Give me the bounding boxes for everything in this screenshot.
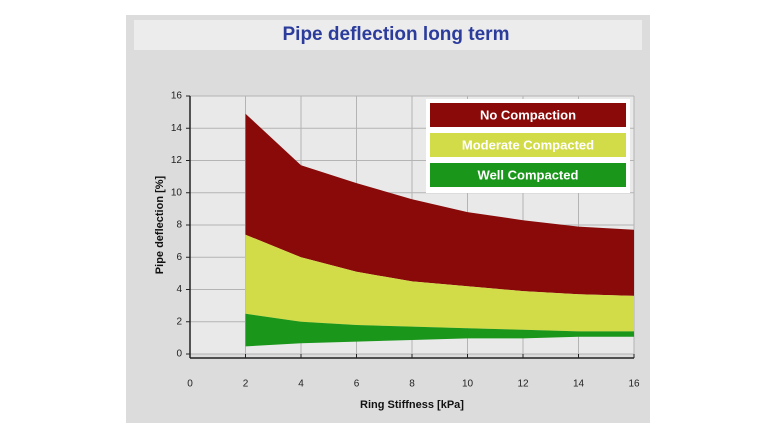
- y-tick-label: 10: [171, 187, 183, 198]
- x-tick-label: 0: [187, 379, 193, 390]
- band-area: [245, 234, 634, 332]
- y-tick-label: 14: [171, 123, 183, 134]
- title-bar: [134, 20, 642, 50]
- legend-label: Moderate Compacted: [462, 137, 594, 152]
- x-axis-label: Ring Stiffness [kPa]: [360, 399, 464, 411]
- y-tick-label: 8: [176, 220, 182, 231]
- x-tick-label: 10: [462, 379, 474, 390]
- band-area: [245, 113, 634, 296]
- axes: 0 2 4 6 8 10 12 14 16 0 2 4 6 8 10 12 14 16: [171, 91, 640, 390]
- legend-label: Well Compacted: [478, 167, 579, 182]
- y-tick-label: 2: [176, 316, 182, 327]
- y-tick-label: 0: [176, 349, 182, 360]
- y-tick-label: 16: [171, 91, 183, 102]
- legend-swatch: [430, 133, 626, 157]
- x-tick-label: 6: [354, 379, 360, 390]
- band-baseline: [245, 335, 634, 347]
- band-area: [245, 313, 634, 346]
- x-tick-label: 2: [243, 379, 249, 390]
- x-tick-label: 12: [517, 379, 529, 390]
- legend-swatch: [430, 103, 626, 127]
- legend-swatch: [430, 163, 626, 187]
- x-tick-label: 4: [298, 379, 304, 390]
- bands: [245, 113, 634, 347]
- x-tick-label: 8: [409, 379, 415, 390]
- y-tick-label: 6: [176, 252, 182, 263]
- y-tick-label: 12: [171, 155, 183, 166]
- legend-label: No Compaction: [480, 107, 576, 122]
- y-axis-label: Pipe deflection [%]: [154, 175, 166, 274]
- x-tick-label: 16: [628, 379, 640, 390]
- x-tick-label: 14: [573, 379, 585, 390]
- legend: No Compaction Moderate Compacted Well Comp…: [426, 99, 630, 193]
- y-tick-label: 4: [176, 284, 182, 295]
- chart-title: Pipe deflection long term: [283, 24, 510, 45]
